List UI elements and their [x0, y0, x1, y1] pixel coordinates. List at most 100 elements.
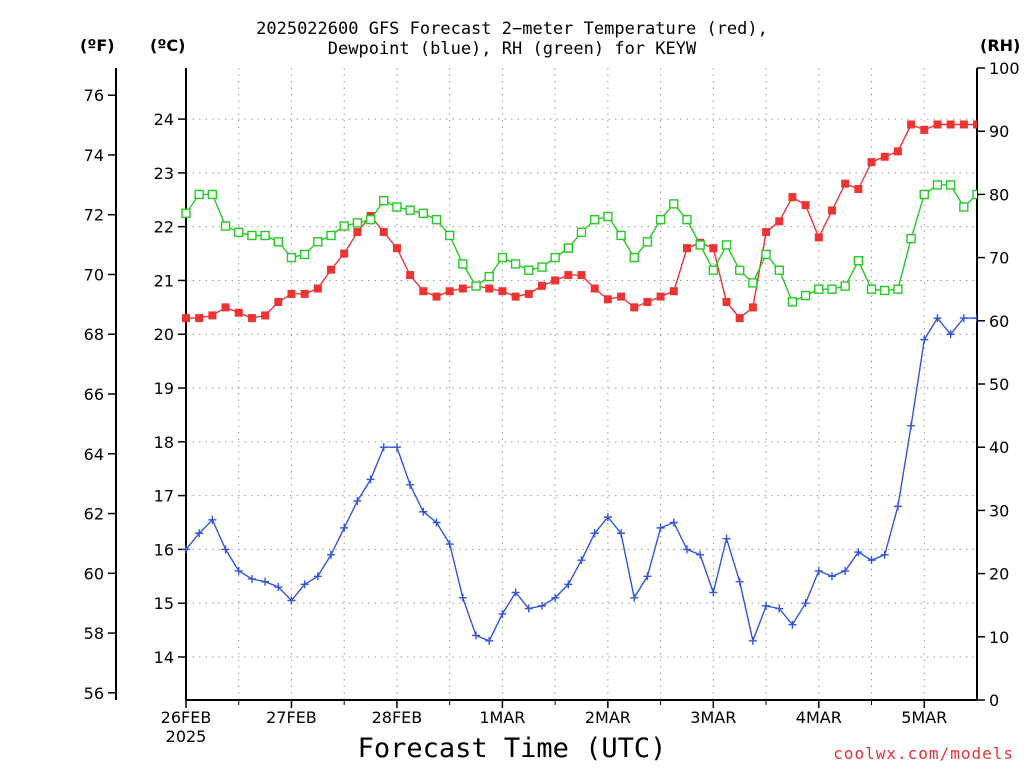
dewpoint-point: [656, 523, 665, 532]
fahrenheit-tick-label: 66: [84, 385, 104, 404]
dewpoint-point: [827, 572, 836, 581]
x-axis-label: Forecast Time (UTC): [357, 733, 667, 764]
dewpoint-point: [564, 580, 573, 589]
rh-point: [563, 243, 574, 253]
rh-tick-label: 40: [989, 438, 1009, 457]
rh-point: [945, 180, 956, 190]
rh-point: [893, 284, 903, 294]
dewpoint-point: [814, 566, 823, 575]
x-tick-label: 4MAR: [796, 708, 842, 727]
temperature-point: [247, 314, 256, 323]
temperature-point: [907, 120, 916, 129]
temperature-point: [630, 303, 639, 312]
celsius-tick-label: 22: [154, 218, 174, 237]
rh-point: [642, 237, 653, 247]
rh-point: [207, 189, 218, 200]
rh-point: [906, 233, 916, 244]
temperature-point: [735, 314, 744, 323]
temperature-point: [406, 271, 415, 280]
celsius-unit-label: (ºC): [150, 36, 186, 55]
dewpoint-point: [643, 572, 652, 581]
temperature-point: [234, 308, 243, 317]
dewpoint-point: [458, 593, 467, 602]
rh-point: [247, 230, 257, 241]
fahrenheit-tick-label: 62: [84, 505, 104, 524]
rh-point: [589, 214, 600, 225]
dewpoint-point: [748, 636, 757, 645]
dewpoint-point: [880, 550, 889, 559]
rh-point: [616, 230, 626, 241]
temperature-point: [300, 289, 309, 298]
dewpoint-point: [551, 593, 560, 602]
dewpoint-point: [287, 596, 296, 605]
rh-tick-label: 100: [989, 59, 1020, 78]
dewpoint-point: [353, 496, 362, 505]
dewpoint-point: [907, 421, 916, 430]
dewpoint-point: [498, 609, 507, 618]
rh-point: [959, 202, 969, 212]
rh-point: [761, 249, 771, 260]
rh-tick-label: 20: [989, 565, 1009, 584]
temperature-point: [590, 284, 599, 293]
dewpoint-point: [920, 335, 929, 344]
fahrenheit-tick-label: 70: [84, 265, 104, 284]
dewpoint-point: [590, 529, 599, 538]
temperature-point: [880, 152, 889, 161]
rh-unit-label: (RH): [980, 36, 1021, 55]
temperature-point: [814, 233, 823, 242]
dewpoint-point: [247, 574, 256, 583]
celsius-tick-label: 18: [154, 433, 174, 452]
rh-point: [814, 284, 824, 294]
dewpoint-point: [445, 540, 454, 549]
temperature-series: [182, 120, 977, 323]
dewpoint-point: [933, 314, 942, 323]
rh-point: [735, 265, 745, 275]
temperature-point: [524, 289, 533, 298]
temperature-point: [498, 287, 507, 296]
rh-point: [537, 262, 547, 272]
rh-point: [352, 218, 363, 228]
rh-tick-label: 10: [989, 628, 1009, 647]
x-tick-label: 5MAR: [901, 708, 947, 727]
temperature-point: [801, 201, 810, 210]
rh-point: [431, 214, 442, 225]
dewpoint-point: [603, 513, 612, 522]
rh-point: [972, 189, 977, 200]
temperature-point: [656, 292, 665, 301]
rh-point: [273, 237, 283, 247]
rh-point: [708, 265, 719, 275]
dewpoint-point: [485, 636, 494, 645]
dewpoint-point: [366, 475, 375, 484]
temperature-point: [313, 284, 322, 293]
rh-tick-label: 60: [989, 312, 1009, 331]
temperature-point: [274, 297, 283, 306]
temperature-point: [920, 125, 929, 134]
rh-point: [471, 281, 481, 291]
rh-point: [682, 214, 692, 225]
dewpoint-point: [195, 529, 204, 538]
rh-point: [326, 230, 336, 241]
temperature-point: [458, 284, 467, 293]
rh-point: [603, 211, 613, 222]
temperature-point: [208, 311, 217, 320]
temperature-point: [762, 228, 771, 237]
x-tick-label: 26FEB: [161, 708, 212, 727]
x-tick-label: 2MAR: [585, 708, 631, 727]
dewpoint-point: [735, 577, 744, 586]
dewpoint-point: [182, 545, 190, 554]
temperature-point: [748, 303, 757, 312]
dewpoint-point: [709, 588, 718, 597]
temperature-point: [867, 158, 876, 167]
rh-line: [185, 184, 977, 303]
temperature-point: [603, 295, 612, 304]
temperature-point: [709, 244, 718, 253]
temperature-point: [261, 311, 270, 320]
dewpoint-point: [762, 601, 771, 610]
temperature-point: [392, 244, 401, 253]
dewpoint-point: [274, 583, 283, 592]
temperature-point: [511, 292, 520, 301]
rh-point: [840, 281, 850, 291]
rh-point: [484, 271, 494, 282]
temperature-point: [195, 314, 204, 323]
